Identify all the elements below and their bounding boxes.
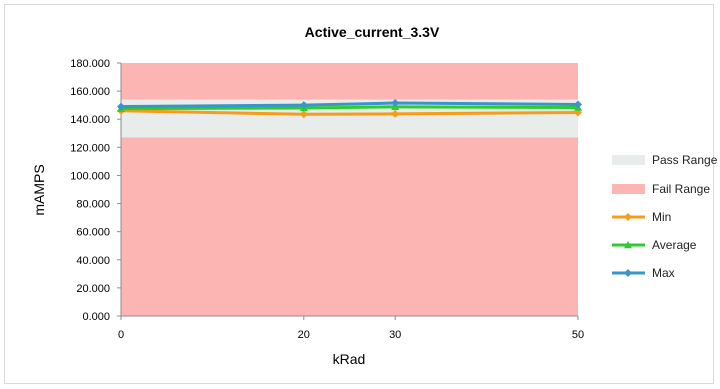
- y-tick-label: 120.000: [70, 142, 110, 154]
- series-max-line: [120, 101, 579, 109]
- x-tick-label: 0: [118, 329, 124, 341]
- y-tick-label: 60.000: [76, 227, 110, 239]
- legend-marker-average: [624, 241, 632, 249]
- y-tick-label: 100.000: [70, 170, 110, 182]
- y-tick-label: 80.000: [76, 199, 110, 211]
- legend-label: Fail Range: [652, 182, 710, 196]
- y-tick-label: 20.000: [76, 283, 110, 295]
- legend-label: Min: [652, 210, 671, 224]
- y-tick-label: 40.000: [76, 255, 110, 267]
- x-tick-label: 50: [572, 329, 584, 341]
- y-axis-label: mAMPS: [31, 164, 47, 215]
- series-layer: [117, 99, 582, 119]
- legend: Pass Range Fail Range Min Average Max: [612, 153, 718, 280]
- series-max-point: [299, 101, 308, 110]
- bands-layer: [121, 63, 578, 316]
- legend-label: Average: [652, 238, 697, 252]
- y-tick-label: 180.000: [70, 58, 110, 70]
- series-min-line: [120, 109, 579, 116]
- x-tick-label: 30: [389, 329, 401, 341]
- series-max-point: [117, 102, 125, 111]
- legend-marker-max: [624, 269, 632, 277]
- series-average-line: [120, 105, 579, 111]
- y-tick-label: 0.000: [82, 311, 110, 323]
- x-ticks: 0 20 30 50: [118, 315, 584, 341]
- y-tick-label: 160.000: [70, 86, 110, 98]
- chart-title: Active_current_3.3V: [305, 24, 440, 40]
- series-max-point: [391, 99, 400, 108]
- y-tick-label: 140.000: [70, 114, 110, 126]
- legend-label: Max: [652, 266, 675, 280]
- legend-label: Pass Range: [652, 153, 718, 167]
- legend-swatch-pass-range: [612, 155, 645, 165]
- legend-marker-min: [624, 213, 632, 221]
- y-ticks: 0.000 20.000 40.000 60.000 80.000 100.000 120.…: [70, 58, 122, 323]
- series-min-point: [391, 109, 400, 118]
- legend-swatch-fail-range: [612, 184, 645, 194]
- x-axis-label: kRad: [333, 351, 366, 367]
- x-tick-label: 20: [298, 329, 310, 341]
- series-max-point: [574, 100, 582, 109]
- series-min-point: [299, 110, 308, 119]
